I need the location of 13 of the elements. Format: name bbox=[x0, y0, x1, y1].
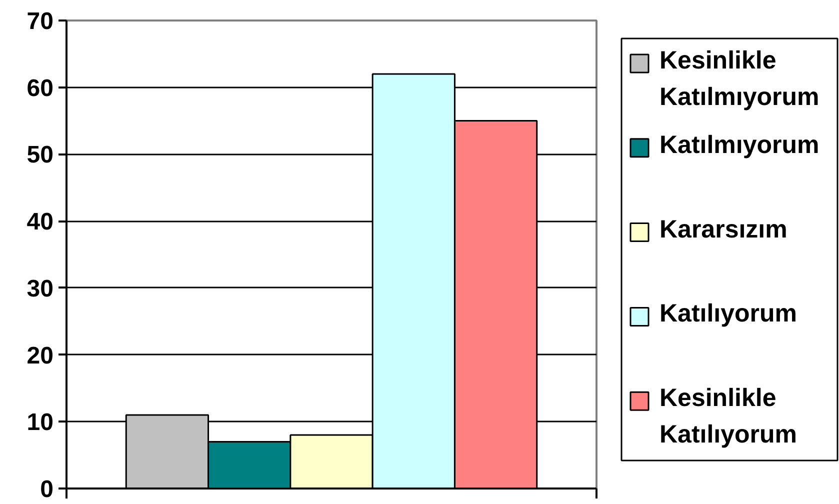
y-tick-label: 50 bbox=[26, 142, 54, 169]
y-tick-label: 10 bbox=[26, 409, 54, 436]
y-tick-label: 70 bbox=[26, 8, 54, 35]
y-tick-label: 0 bbox=[40, 476, 54, 503]
y-tick-label: 30 bbox=[26, 275, 54, 302]
legend-label: Kesinlikle Katılmıyorum bbox=[660, 46, 820, 111]
legend-label: Kararsızım bbox=[660, 215, 788, 244]
legend-label: Kesinlikle Katılıyorum bbox=[660, 384, 798, 448]
y-tick-label: 20 bbox=[26, 342, 54, 370]
y-tick-label: 60 bbox=[26, 74, 54, 102]
legend-label: Katılıyorum bbox=[660, 300, 798, 328]
y-tick-label: 40 bbox=[26, 208, 54, 236]
legend-label: Katılmıyorum bbox=[660, 130, 820, 159]
